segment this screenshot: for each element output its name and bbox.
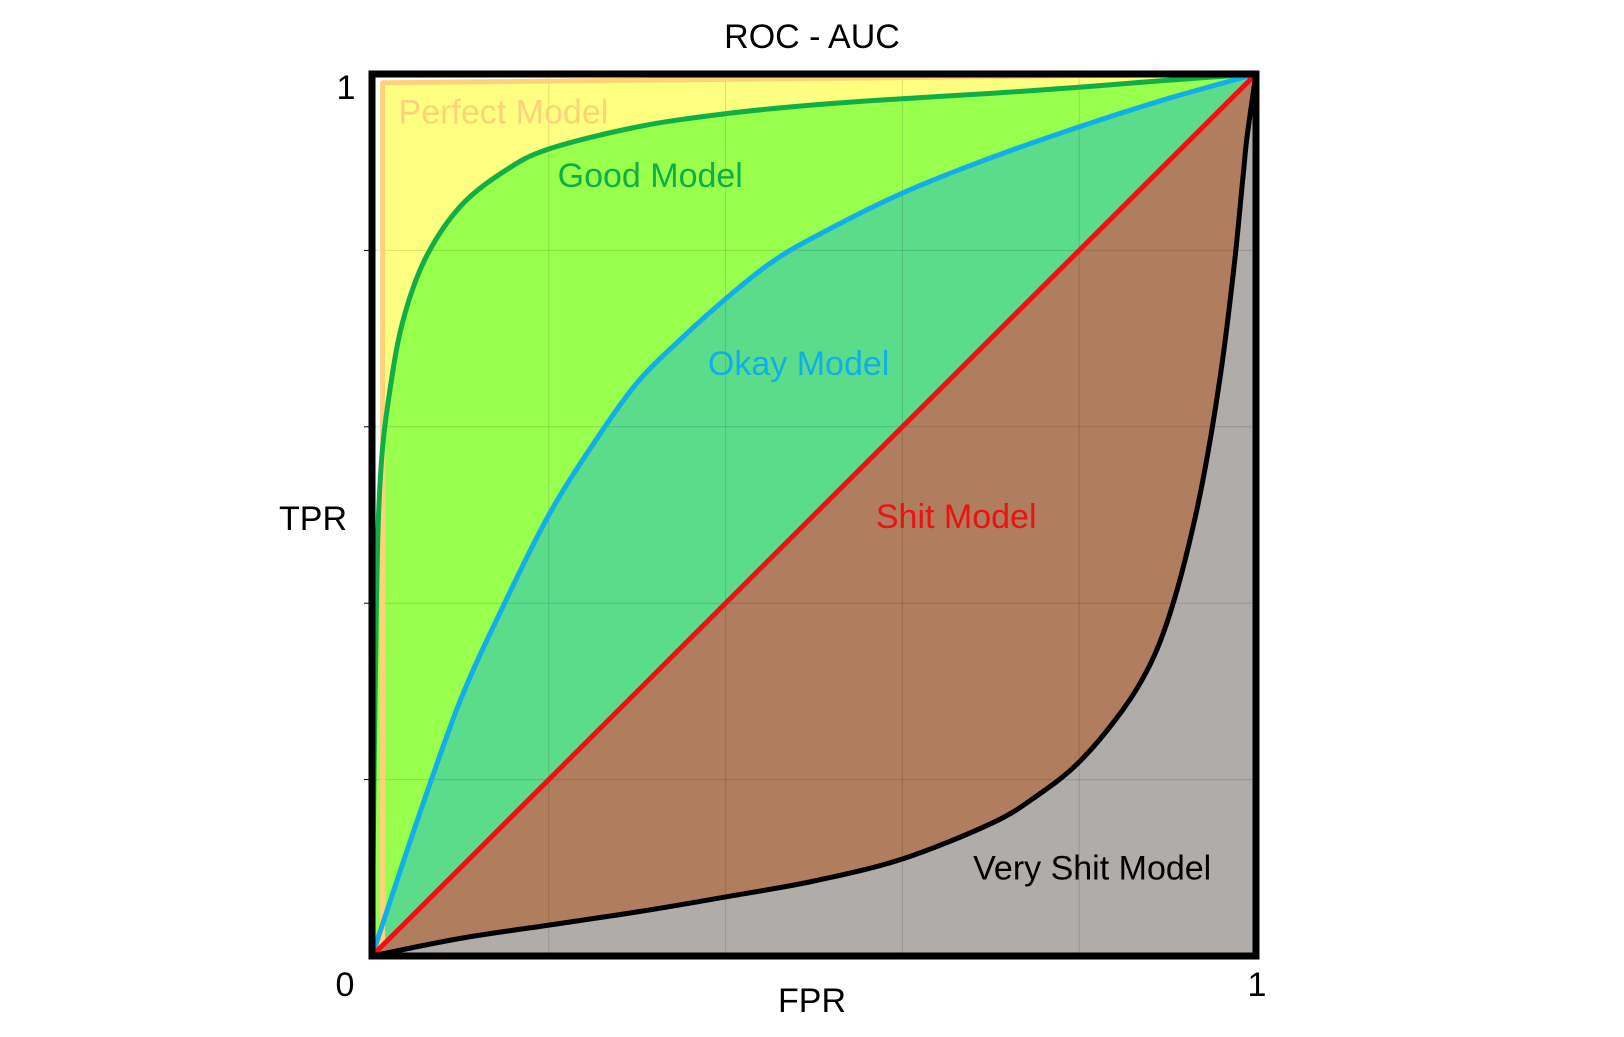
very-shit-model-area bbox=[372, 74, 1256, 956]
y-tick-label-top: 1 bbox=[337, 69, 356, 107]
x-axis-label: FPR bbox=[778, 982, 846, 1020]
axis-ticks: 0 1 1 bbox=[336, 69, 1267, 1004]
roc-curves bbox=[369, 71, 1259, 959]
x-tick-label-end: 1 bbox=[1248, 966, 1267, 1004]
very-shit-model-label: Very Shit Model bbox=[973, 849, 1211, 887]
chart-title: ROC - AUC bbox=[724, 18, 900, 56]
x-tick-label-start: 0 bbox=[336, 966, 355, 1004]
very-shit-model-line bbox=[369, 71, 1259, 959]
annotations: Perfect Model Good Model Okay Model Shit Mo… bbox=[399, 93, 1212, 887]
good-model-label: Good Model bbox=[558, 157, 743, 195]
perfect-model-label: Perfect Model bbox=[399, 93, 609, 131]
okay-model-label: Okay Model bbox=[708, 345, 889, 383]
good-model-line bbox=[369, 71, 1259, 959]
plot-frame bbox=[368, 70, 1260, 960]
okay-model-line bbox=[369, 71, 1259, 959]
shit-model-label: Shit Model bbox=[876, 498, 1037, 536]
shit-model-line bbox=[369, 71, 1259, 959]
y-axis-label: TPR bbox=[279, 500, 347, 538]
